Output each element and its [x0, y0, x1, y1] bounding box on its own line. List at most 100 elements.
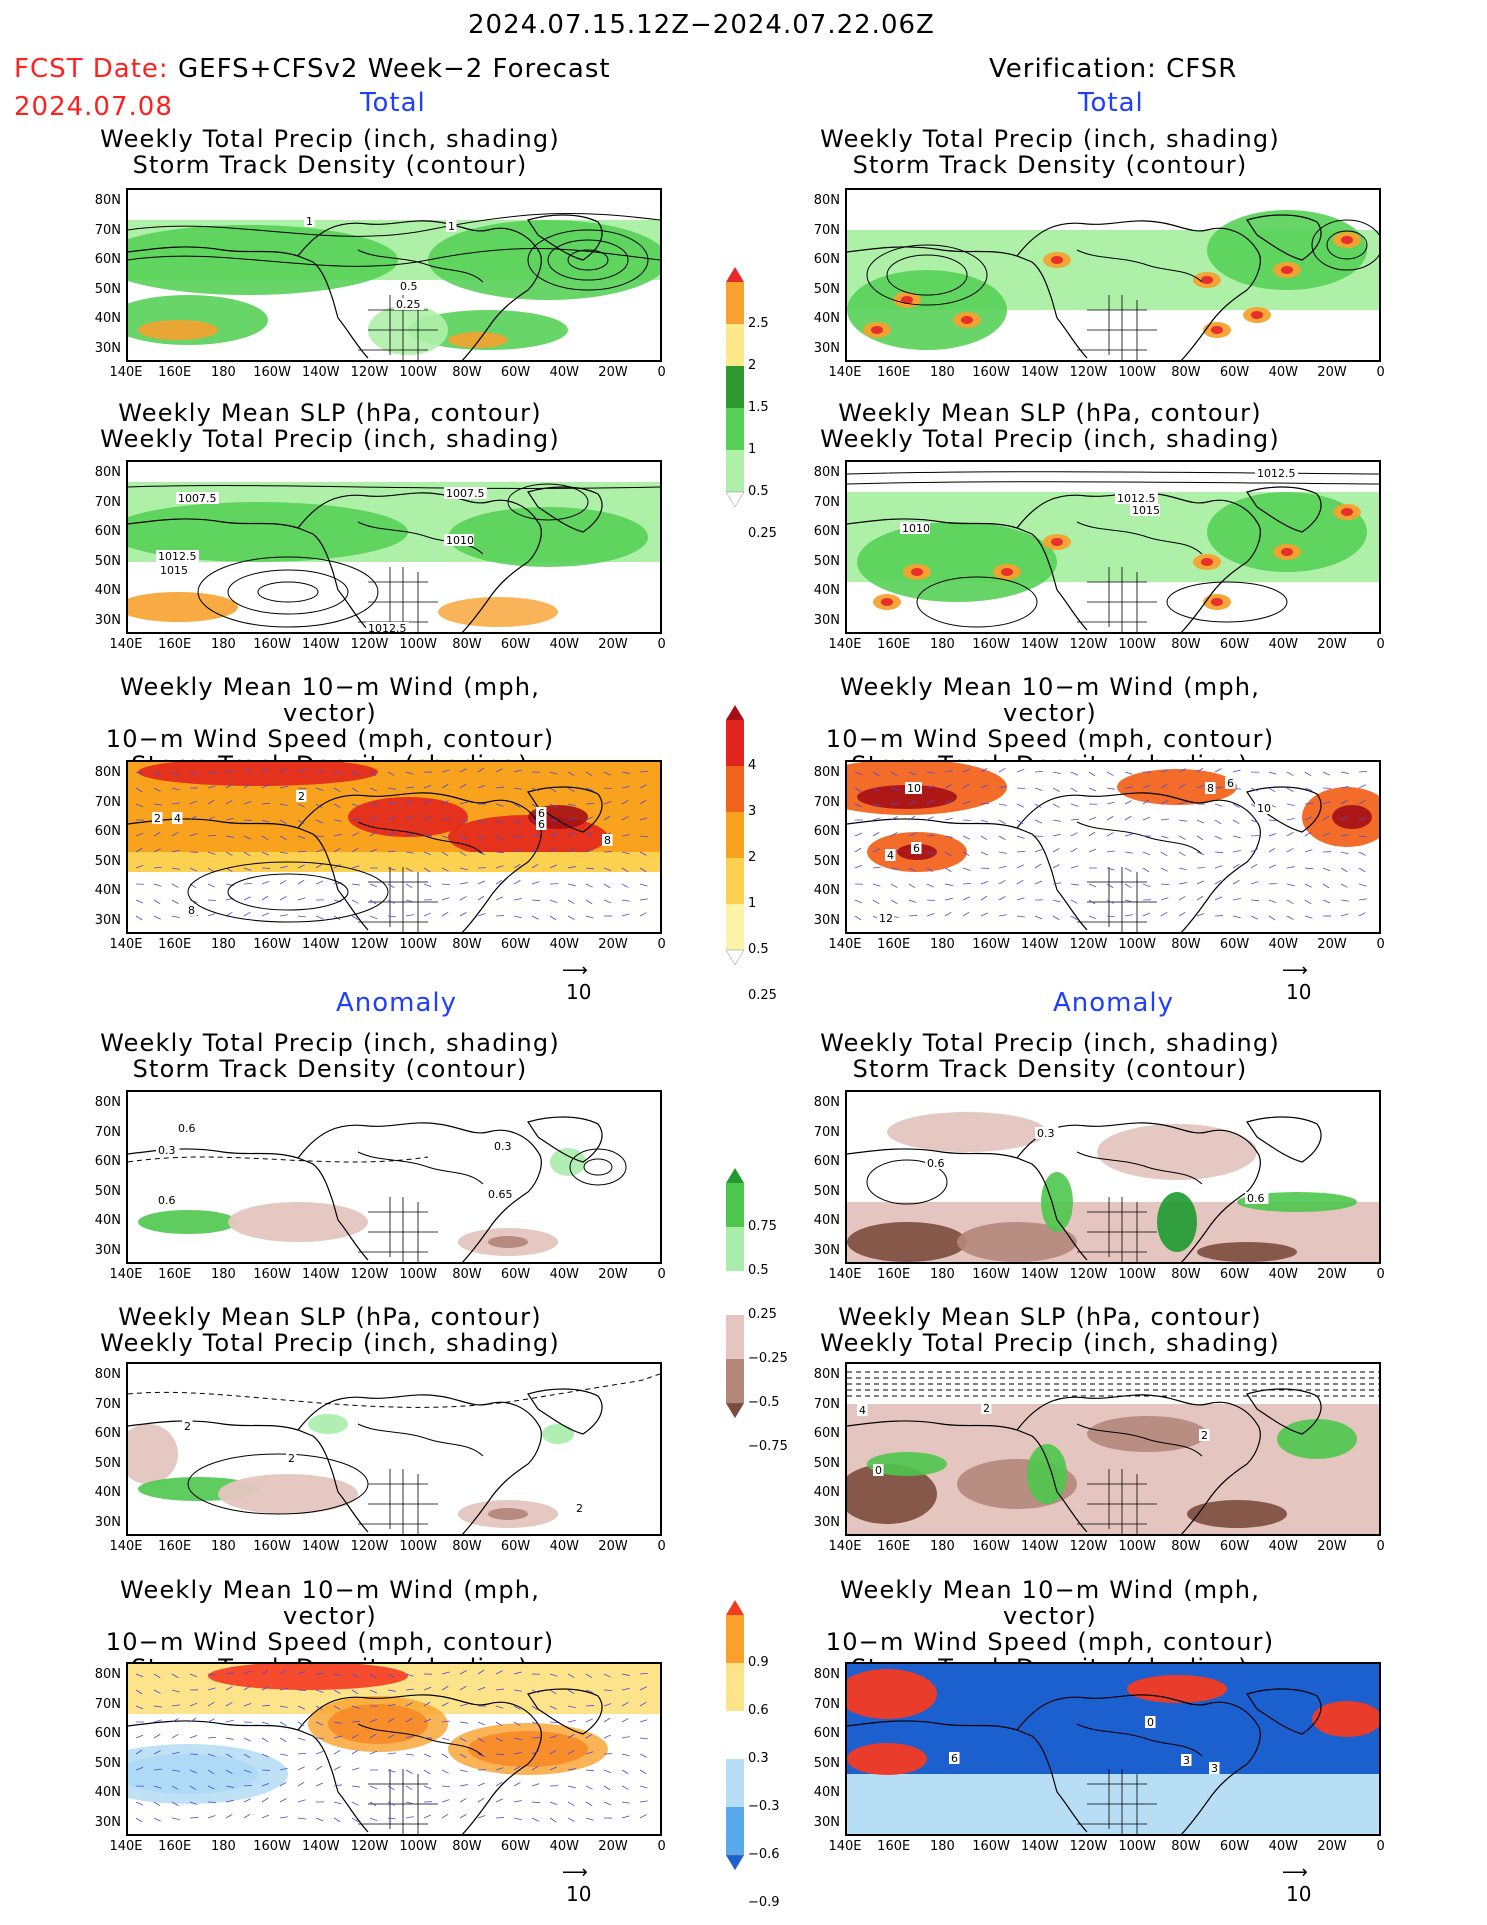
lat-tick-label: 50N [94, 553, 121, 569]
shading-blob [1087, 1416, 1207, 1452]
lat-tick-label: 60N [813, 1154, 840, 1169]
map-fc-precip-storm-anom: 0.6 0.3 0.3 0.6 0.65 [126, 1090, 662, 1264]
colorbar-label: 0.9 [748, 1655, 769, 1670]
contour-label-bg [1145, 1716, 1156, 1728]
contour-label: 4 [174, 812, 181, 825]
contour-label-bg [152, 812, 163, 824]
shading-blob [1127, 1675, 1227, 1703]
colorbar-label: 1.5 [748, 400, 769, 415]
lon-tick-label: 20W [598, 637, 628, 652]
contour-label: 1015 [1132, 504, 1160, 517]
contour-label-bg [857, 1404, 868, 1416]
contour-label: 10 [1257, 802, 1271, 815]
lon-tick-label: 140W [1020, 365, 1059, 380]
colorbar-segment [726, 450, 744, 493]
contour-label-bg [156, 1194, 180, 1206]
lat-tick-label: 60N [813, 1726, 840, 1741]
lon-tick-label: 140W [1020, 1539, 1059, 1554]
shading-blob [138, 320, 218, 340]
shading-blob [208, 1664, 408, 1690]
contour-line [547, 239, 629, 281]
shading-blob [128, 1744, 288, 1804]
shading-blob [857, 785, 957, 809]
contour-line [187, 861, 389, 923]
contour-label: 2 [154, 812, 161, 825]
colorbar-segment [726, 812, 744, 859]
lat-tick-label: 80N [813, 193, 840, 208]
contour-label: 0.3 [158, 1144, 176, 1157]
lat-tick-label: 40N [94, 1485, 121, 1500]
lat-tick-label: 40N [813, 1785, 840, 1800]
lon-tick-label: 140E [828, 637, 862, 652]
title-fc-a2: Weekly Mean SLP (hPa, contour) Weekly Tot… [100, 1303, 560, 1357]
contour-label-bg [172, 812, 183, 824]
lon-tick-label: 180 [210, 1839, 236, 1854]
lon-tick-label: 100W [399, 1267, 438, 1282]
lat-tick-label: 60N [813, 252, 840, 267]
contour-line [1326, 230, 1368, 260]
map-vf-wind-storm-anom: 0 3 3 6 [845, 1662, 1381, 1836]
lon-tick-label: 140E [828, 365, 862, 380]
lon-tick-label: 40W [1268, 365, 1298, 380]
contour-line [1311, 219, 1379, 271]
lat-tick-label: 50N [813, 1755, 840, 1771]
lat-tick-label: 80N [94, 1095, 121, 1110]
lon-tick-label: 20W [1317, 1839, 1347, 1854]
shading-blob [488, 1508, 528, 1520]
contour-label: 1012.5 [1257, 467, 1296, 480]
contour-label-bg [446, 220, 457, 232]
contour-label: 0.3 [494, 1140, 512, 1153]
contour-label: 2 [576, 1502, 583, 1515]
contour-label: 1007.5 [446, 487, 485, 500]
contour-label-bg [398, 280, 422, 292]
lon-tick-label: 120W [350, 1839, 389, 1854]
lat-tick-label: 80N [813, 1367, 840, 1382]
shading-blob [961, 316, 973, 324]
contour-label-bg [444, 534, 474, 546]
contour-label: 2 [983, 1402, 990, 1415]
lon-tick-label: 40W [1268, 1839, 1298, 1854]
lon-tick-label: 60W [1219, 1839, 1250, 1854]
contour-label-bg [156, 1144, 180, 1156]
lon-tick-label: 180 [929, 1839, 955, 1854]
lon-tick-label: 20W [598, 365, 628, 380]
shading-blob [857, 522, 1057, 602]
lat-tick-label: 60N [94, 824, 121, 839]
colorbar-storm_anom [726, 1600, 744, 1870]
shading-blob [1001, 568, 1013, 576]
contour-label: 1 [306, 215, 313, 228]
colorbar-label: −0.5 [748, 1395, 780, 1410]
contour-line [886, 254, 968, 296]
lon-tick-label: 100W [1118, 1539, 1157, 1554]
lon-tick-label: 20W [1317, 365, 1347, 380]
shading-blob [1281, 266, 1293, 274]
contour-line [128, 1373, 660, 1408]
shading-blob [847, 1669, 937, 1719]
lon-tick-label: 140W [301, 1839, 340, 1854]
colorbar-segment [726, 324, 744, 367]
vector-ref-fc-anom: 10 [566, 1882, 592, 1906]
contour-label-bg [492, 1140, 516, 1152]
lon-tick-label: 100W [399, 365, 438, 380]
lat-tick-label: 70N [94, 494, 121, 510]
colorbar-segment [726, 366, 744, 409]
wind-vectors [135, 1669, 648, 1823]
contour-label: 0.6 [158, 1194, 176, 1207]
lon-tick-label: 160E [158, 937, 192, 952]
contour-label-bg [1209, 1762, 1220, 1774]
shading-blob [1051, 538, 1063, 546]
lat-tick-label: 80N [94, 1367, 121, 1382]
colorbar-label: −0.6 [748, 1847, 780, 1862]
lon-tick-label: 160W [972, 637, 1010, 652]
contour-line [569, 1148, 627, 1186]
contour-line [128, 1156, 429, 1163]
shading-blob [1251, 311, 1263, 319]
shading-blob [308, 1414, 348, 1434]
colorbar-arrow-top [726, 705, 744, 720]
contour-label: 6 [913, 842, 920, 855]
colorbar-segment [726, 1711, 744, 1760]
map-canvas [128, 1664, 660, 1834]
lon-tick-label: 120W [350, 1267, 389, 1282]
lon-tick-label: 140W [1020, 937, 1059, 952]
